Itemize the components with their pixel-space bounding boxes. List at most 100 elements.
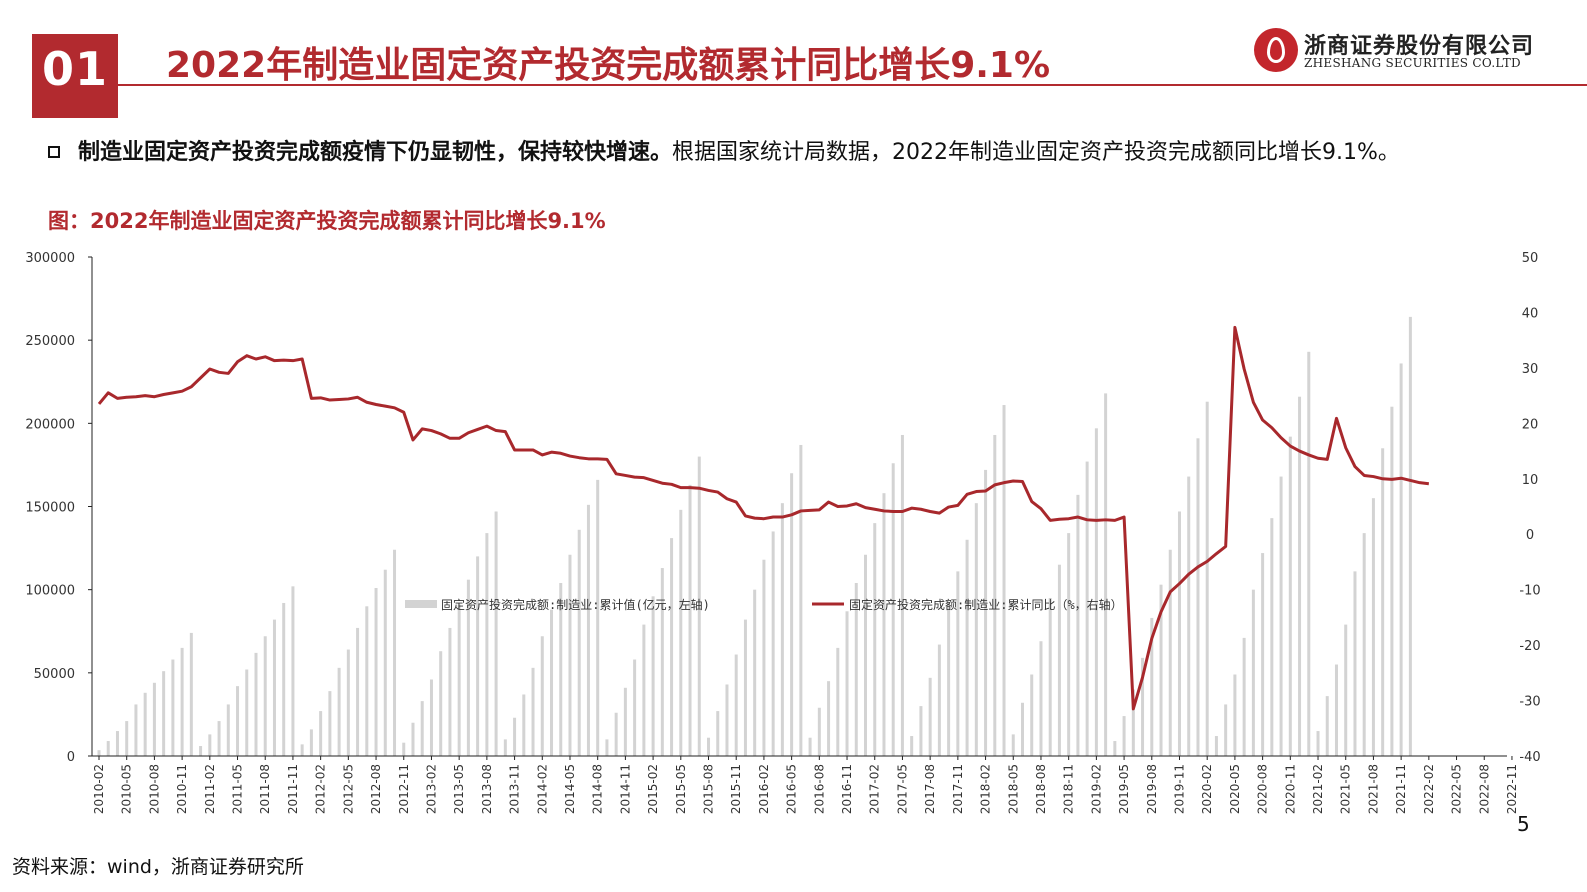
bar [743,619,747,756]
bar [586,504,590,756]
x-tick-label: 2012-11 [397,764,411,814]
x-tick-label: 2021-02 [1311,764,1325,814]
bar [1113,741,1117,756]
x-tick-label: 2015-05 [674,764,688,814]
bullet-body-text: 根据国家统计局数据，2022年制造业固定资产投资完成额同比增长9.1%。 [672,140,1400,165]
bar [1021,702,1024,756]
bar [263,636,267,756]
bar [1177,511,1181,756]
left-tick-label: 100000 [25,584,75,599]
bar [1214,736,1218,756]
bar [1344,624,1348,756]
bar [1187,476,1191,756]
bar [115,731,119,756]
bar [457,604,461,756]
bar [1362,533,1366,756]
bar [1399,363,1403,756]
combo-chart: 0 50000 100000 150000 200000 250000 300000 -40 -… [25,251,1540,814]
right-tick-label: 0 [1526,528,1534,543]
x-tick-label: 2019-02 [1089,764,1103,814]
right-tick-label: -20 [1519,639,1540,654]
x-tick-label: 2021-11 [1394,764,1408,814]
bar [208,734,212,756]
bar [1371,498,1375,756]
bar [845,611,849,756]
bar [817,707,821,756]
bar [1261,553,1265,756]
bar [1307,351,1311,756]
bar [891,463,895,756]
bar [143,692,147,756]
bar [226,704,230,756]
x-tick-label: 2012-08 [369,764,383,814]
page-number: 5 [1517,812,1530,836]
bar [1353,571,1357,756]
x-tick-label: 2011-05 [231,764,245,814]
legend-bar-label: 固定资产投资完成额:制造业:累计值(亿元，左轴) [441,597,710,612]
x-tick-label: 2012-05 [341,764,355,814]
bar [189,632,193,756]
bar [984,469,988,756]
bar [374,588,378,756]
bar [1205,401,1209,756]
x-tick-label: 2015-11 [729,764,743,814]
bar [1381,448,1385,756]
bar [1085,461,1089,756]
bar [503,739,507,756]
bar [291,586,295,756]
bar [596,479,600,756]
bar [725,684,729,756]
bar [365,606,369,756]
right-tick-label: 30 [1522,362,1539,377]
bar [900,434,904,756]
bar [383,569,387,756]
right-tick-label: 20 [1522,417,1539,432]
bar [623,687,627,756]
bar [1251,589,1255,756]
bar [836,647,840,756]
bar [97,750,101,756]
x-tick-label: 2013-11 [508,764,522,814]
bar [1224,704,1228,756]
x-tick-label: 2022-08 [1477,764,1491,814]
x-tick-label: 2012-02 [314,764,328,814]
bar [125,721,129,756]
bar [337,667,341,756]
left-tick-label: 300000 [25,251,75,266]
bar [1270,518,1274,756]
x-tick-label: 2017-02 [868,764,882,814]
x-tick-label: 2018-11 [1062,764,1076,814]
x-tick-label: 2019-11 [1172,764,1186,814]
bar [974,503,978,756]
bar [559,583,563,756]
source-note: 资料来源：wind，浙商证券研究所 [12,856,304,878]
bar [134,704,138,756]
x-tick-label: 2021-08 [1366,764,1380,814]
bar [707,737,711,756]
logo-name-cn: 浙商证券股份有限公司 [1304,34,1535,59]
bar [245,669,249,756]
bar [1048,597,1052,756]
x-tick-label: 2010-08 [147,764,161,814]
bar [300,744,304,756]
bar [1288,436,1292,756]
bar [448,627,452,756]
bar [947,602,951,756]
x-tick-label: 2015-08 [702,764,716,814]
bar [494,511,498,756]
bar [1279,476,1283,756]
x-tick-label: 2014-11 [618,764,632,814]
bar [910,736,914,756]
bar [762,559,766,756]
bar [1150,617,1154,756]
bar [1002,405,1006,756]
bar [882,493,886,756]
bar [550,609,554,756]
x-tick-label: 2019-08 [1145,764,1159,814]
x-tick-label: 2018-08 [1034,764,1048,814]
x-tick-label: 2016-11 [840,764,854,814]
x-tick-label: 2016-08 [812,764,826,814]
left-tick-label: 250000 [25,334,75,349]
bullet-square-icon [48,146,60,158]
bar [106,741,110,756]
